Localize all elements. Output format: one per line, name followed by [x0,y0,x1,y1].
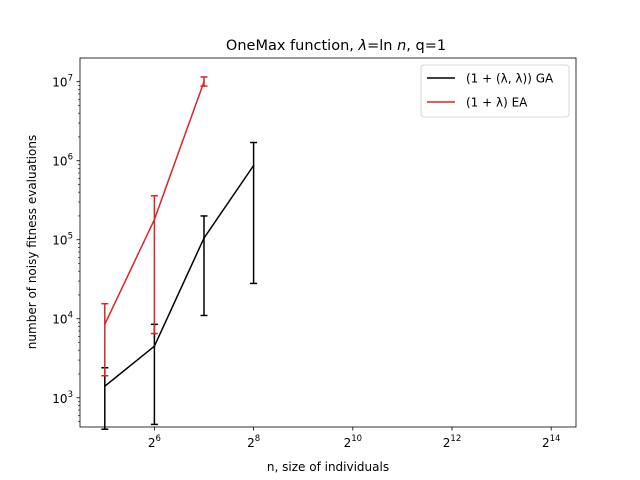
y-tick-label: 105 [52,232,73,248]
chart-title: OneMax function, λ=ln n, q=1 [226,38,446,54]
y-tick-base: 10 [52,313,67,327]
plot-area [101,76,258,430]
x-tick-label: 212 [443,434,461,450]
x-tick-base: 2 [443,436,451,450]
x-tick-label: 214 [542,434,560,450]
title-part-1: OneMax function, [226,38,359,54]
plot-frame [79,57,577,428]
y-tick-exponent: 7 [68,74,73,84]
x-tick-exponent: 14 [550,434,561,444]
y-tick-label: 104 [52,311,73,327]
data-point [104,385,106,388]
legend-box [420,64,570,118]
x-tick-exponent: 10 [351,434,362,444]
legend: (1 + (λ, λ)) GA (1 + λ) EA [420,64,570,118]
x-tick-exponent: 8 [255,434,260,444]
x-tick-base: 2 [148,436,156,450]
y-tick-exponent: 5 [68,232,73,242]
title-part-2: λ [357,38,367,54]
y-tick-base: 10 [52,392,67,406]
x-tick-base: 2 [247,436,255,450]
series-line-1 [104,165,255,387]
y-tick-exponent: 3 [68,390,73,400]
x-tick-label: 26 [148,434,161,450]
y-tick-base: 10 [52,234,67,248]
x-tick-label: 210 [344,434,362,450]
x-tick-exponent: 6 [156,434,161,444]
title-part-4: n [397,38,406,54]
data-point [153,345,156,347]
x-tick-base: 2 [542,436,550,450]
data-point [104,323,106,326]
y-tick-label: 106 [52,153,73,169]
title-part-3: =ln [367,38,397,54]
y-tick-base: 10 [52,76,67,90]
x-tick-exponent: 12 [450,434,461,444]
x-tick-base: 2 [344,436,352,450]
data-point [203,80,205,83]
title-part-5: , q=1 [406,38,446,54]
y-axis-label: number of noisy fitness evaluations [25,135,39,349]
data-point [252,164,255,167]
y-tick-exponent: 6 [68,153,73,163]
legend-label-2: (1 + λ) EA [466,96,528,110]
y-tick-label: 107 [52,74,73,90]
y-tick-label: 103 [52,390,73,406]
x-tick-label: 28 [247,434,260,450]
x-axis-label: n, size of individuals [267,460,389,474]
data-point [203,237,205,239]
legend-label-1: (1 + (λ, λ)) GA [466,72,554,86]
data-point [153,218,156,221]
y-tick-exponent: 4 [68,311,73,321]
y-tick-base: 10 [52,155,67,169]
